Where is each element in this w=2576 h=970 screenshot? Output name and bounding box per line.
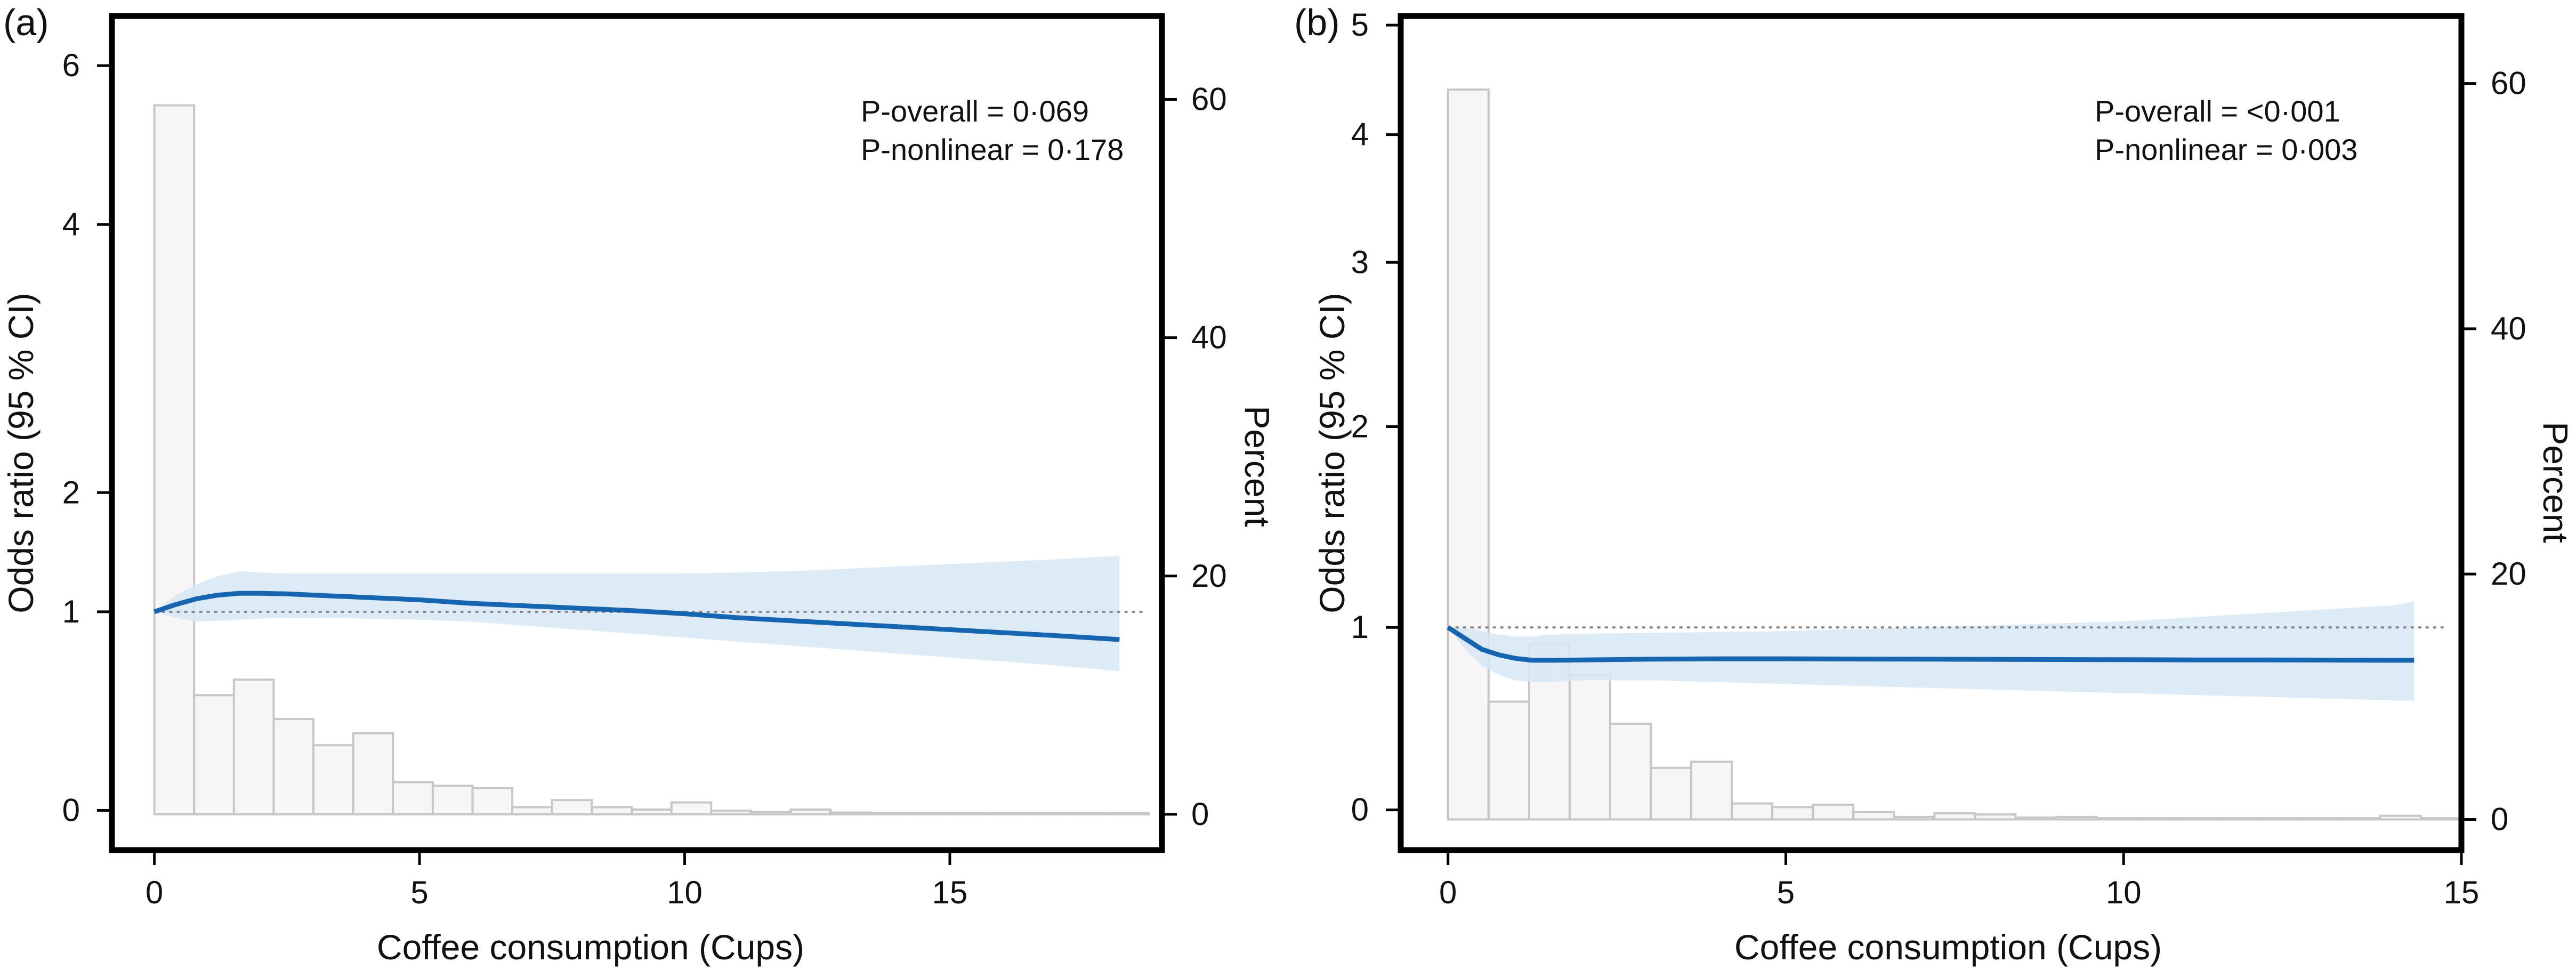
x-axis-title-a: Coffee consumption (Cups)	[377, 927, 804, 967]
x-tick-label-a: 10	[667, 875, 702, 910]
histogram-bar-b	[2055, 815, 2098, 821]
histogram-bar-a	[511, 806, 553, 815]
histogram-bar-a	[551, 799, 593, 815]
histogram-bar-a	[591, 806, 633, 815]
y-axis-title-left-b: Odds ratio (95 % CI)	[1312, 293, 1352, 613]
histogram-bar-b	[1568, 673, 1611, 821]
y-tick-label-left-b: 0	[1351, 792, 1369, 828]
histogram-bar-a	[988, 812, 1031, 815]
histogram-bar-a	[312, 744, 354, 815]
plot-frame-b	[1398, 13, 2465, 853]
histogram-bar-a	[749, 811, 792, 815]
spline-line-b	[1447, 625, 2415, 663]
y-tick-label-right-b: 0	[2491, 801, 2508, 837]
histogram-bar-b	[2298, 817, 2341, 821]
histogram-bar-b	[1609, 722, 1652, 821]
confidence-band-a	[154, 555, 1120, 672]
y-tick-label-left-a: 2	[62, 474, 80, 510]
y-axis-title-left-a: Odds ratio (95 % CI)	[1, 293, 41, 613]
y-tick-label-left-a: 4	[62, 206, 80, 242]
y-tick-label-right-a: 20	[1191, 558, 1227, 594]
histogram-bar-b	[2379, 814, 2422, 821]
histogram-bar-b	[2014, 817, 2057, 821]
histogram-bar-a	[949, 812, 991, 815]
annotation-p-overall-a: P-overall = 0·069	[861, 94, 1089, 128]
spline-line-a	[154, 591, 1120, 642]
histogram-bar-b	[1649, 766, 1693, 821]
y-tick-label-left-b: 3	[1351, 244, 1369, 280]
y-tick-label-right-a: 0	[1191, 796, 1209, 832]
y-axis-title-right-b: Percent	[2536, 422, 2575, 543]
histogram-bar-a	[352, 732, 394, 815]
histogram-bar-a	[631, 808, 673, 815]
x-tick-label-b: 15	[2444, 875, 2480, 910]
y-tick-label-left-a: 0	[62, 792, 80, 828]
histogram-bar-b	[1690, 761, 1733, 821]
panel-label-b: (b)	[1294, 2, 1340, 43]
panel-label-a: (a)	[3, 2, 49, 43]
histogram-bar-b	[2338, 817, 2381, 821]
histogram-bar-b	[1852, 811, 1895, 821]
histogram-bar-a	[909, 812, 951, 815]
histogram-bar-b	[2095, 817, 2138, 821]
y-axis-title-right-a: Percent	[1238, 406, 1277, 527]
y-tick-label-left-a: 6	[62, 47, 80, 83]
y-tick-label-right-b: 20	[2491, 556, 2526, 592]
histogram-bar-b	[1487, 700, 1530, 821]
histogram-bar-a	[869, 812, 911, 815]
panel-b: 0 1 2 3 4 5 0 20 40 60 0 5 10 15 (b) Odds ratio (95 %…	[1294, 2, 2575, 967]
histogram-bar-a	[789, 808, 832, 815]
y-tick-label-left-b: 4	[1351, 117, 1369, 152]
histogram-bar-a	[829, 811, 871, 815]
x-tick-label-b: 10	[2106, 875, 2142, 910]
histogram-bar-a	[710, 810, 752, 815]
plot-frame-a	[109, 13, 1165, 853]
histogram-bar-a	[1108, 812, 1150, 815]
y-tick-label-right-b: 60	[2491, 66, 2526, 101]
histogram-bar-a	[272, 718, 315, 815]
histogram-bar-b	[1812, 803, 1855, 821]
histogram-bar-a	[471, 787, 514, 815]
histogram-bar-b	[2176, 817, 2219, 821]
histogram-bar-b	[2257, 817, 2300, 821]
histogram-bar-b	[1974, 813, 2017, 821]
x-tick-label-b: 5	[1777, 875, 1795, 910]
histogram-bar-a	[1028, 812, 1070, 815]
histogram-bar-a	[232, 678, 275, 815]
x-tick-label-b: 0	[1439, 875, 1457, 910]
histogram-bar-a	[392, 781, 434, 815]
x-tick-label-a: 15	[932, 875, 968, 910]
histogram-bar-b	[1893, 815, 1936, 821]
histogram-bar-b	[1447, 88, 1490, 821]
histogram-bar-b	[1731, 802, 1774, 821]
x-tick-label-a: 5	[410, 875, 428, 910]
histogram-bar-b	[2217, 817, 2260, 821]
annotation-p-overall-b: P-overall = <0·001	[2095, 94, 2340, 128]
x-axis-title-b: Coffee consumption (Cups)	[1734, 927, 2162, 967]
y-tick-label-right-a: 40	[1191, 320, 1227, 355]
annotation-p-nonlinear-b: P-nonlinear = 0·003	[2095, 133, 2357, 166]
histogram-bar-b	[1771, 806, 1814, 821]
confidence-band-b	[1448, 601, 2415, 701]
plot-layer-b: 0 1 2 3 4 5 0 20 40 60 0 5 10 15	[1351, 7, 2526, 910]
y-tick-label-left-b: 5	[1351, 7, 1369, 43]
histogram-bar-b	[2419, 817, 2463, 821]
histogram-bar-a	[153, 104, 196, 815]
annotation-p-nonlinear-a: P-nonlinear = 0·178	[861, 133, 1124, 166]
y-tick-label-right-a: 60	[1191, 82, 1227, 117]
x-tick-label-a: 0	[146, 875, 163, 910]
y-tick-label-right-b: 40	[2491, 311, 2526, 346]
histogram-bar-a	[1068, 812, 1110, 815]
y-tick-label-left-a: 1	[62, 594, 80, 629]
histogram-bar-a	[431, 785, 474, 815]
y-tick-label-left-b: 2	[1351, 409, 1369, 444]
histogram-bar-b	[1933, 812, 1976, 821]
y-tick-label-left-b: 1	[1351, 609, 1369, 645]
histogram-bar-a	[193, 694, 235, 815]
histogram-bar-a	[670, 801, 713, 815]
histogram-bar-b	[2136, 817, 2179, 821]
